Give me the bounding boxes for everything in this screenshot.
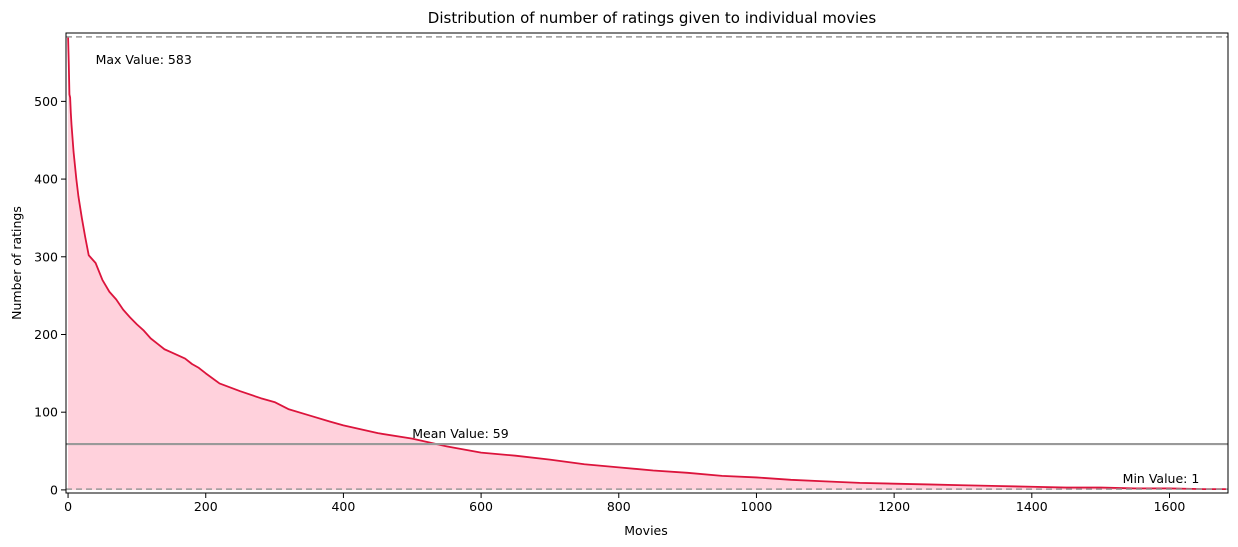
x-tick-label: 1000 <box>741 499 773 514</box>
plot-frame <box>65 32 1229 494</box>
x-tick-label: 200 <box>194 499 218 514</box>
series-line <box>67 36 1226 491</box>
y-tick-label: 0 <box>50 482 58 497</box>
reference-lines <box>66 36 1228 490</box>
reference-label: Mean Value: 59 <box>412 426 508 441</box>
y-tick-label: 100 <box>34 405 58 420</box>
x-tick-label: 1200 <box>878 499 910 514</box>
y-tick-label: 300 <box>34 249 58 264</box>
x-tick-label: 1400 <box>1016 499 1048 514</box>
y-axis-ticks: 0 100 200 300 400 500 <box>34 94 66 497</box>
annotations: Max Value: 583 Mean Value: 59 Min Value: 1 <box>96 52 1200 486</box>
chart-title: Distribution of number of ratings given … <box>428 9 877 27</box>
plot-area <box>67 36 1226 491</box>
reference-label: Max Value: 583 <box>96 52 192 67</box>
x-tick-label: 800 <box>607 499 631 514</box>
reference-label: Min Value: 1 <box>1123 471 1200 486</box>
x-tick-label: 1600 <box>1154 499 1186 514</box>
x-axis-ticks: 0 200 400 600 800 1000 1200 1400 1600 <box>64 493 1185 514</box>
x-axis-label: Movies <box>624 523 668 538</box>
y-tick-label: 400 <box>34 172 58 187</box>
x-tick-label: 400 <box>331 499 355 514</box>
y-tick-label: 200 <box>34 327 58 342</box>
x-tick-label: 600 <box>469 499 493 514</box>
y-tick-label: 500 <box>34 94 58 109</box>
x-tick-label: 0 <box>64 499 72 514</box>
y-axis-label: Number of ratings <box>9 206 24 320</box>
series-area <box>68 36 1226 490</box>
